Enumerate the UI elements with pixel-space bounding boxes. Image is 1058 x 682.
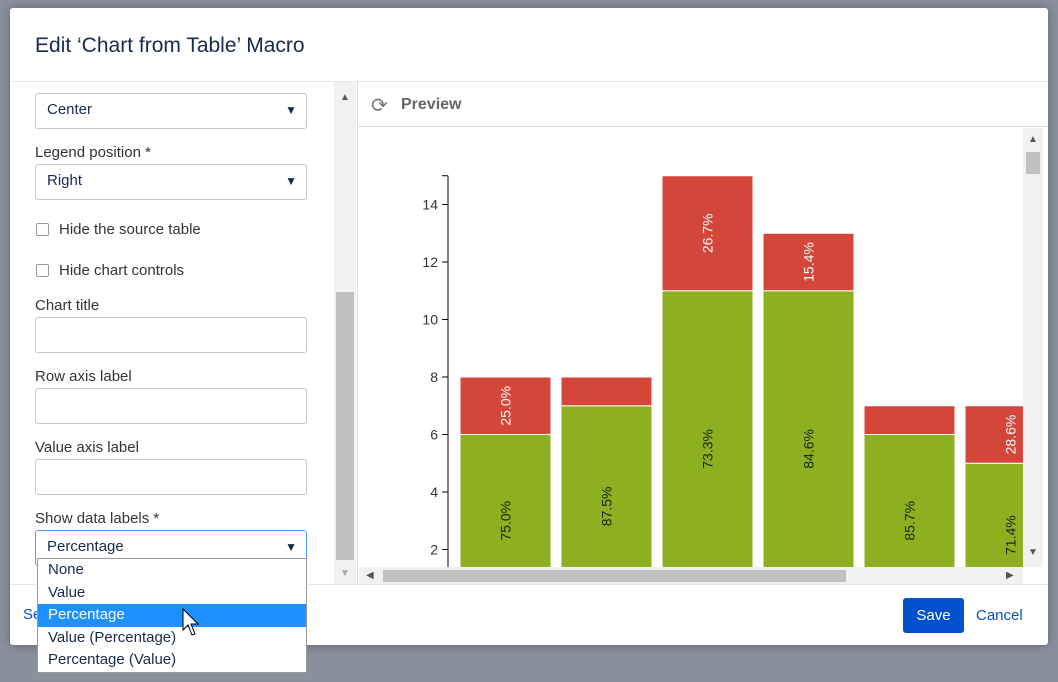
hide-source-checkbox[interactable] [36,223,49,236]
data-label: 15.4% [801,242,817,282]
dialog-title: Edit ‘Chart from Table’ Macro [35,34,305,57]
bar-segment [661,175,754,292]
bar-segment [459,376,552,435]
option-value[interactable]: Value [48,583,86,601]
option-percentage-value[interactable]: Percentage (Value) [48,651,177,669]
alignment-value: Center [47,101,93,118]
chart-vertical-scrollbar[interactable]: ▲ ▼ [1023,128,1043,567]
data-label: 85.7% [902,501,918,541]
chart-viewport: 2 4 6 8 10 12 14 75.0% 25.0% 87.5% 73.3% 26.7% 84.6%… [359,128,1023,567]
scroll-up-icon[interactable]: ▲ [340,92,350,103]
y-tick-label: 8 [430,369,438,385]
preview-title: Preview [401,96,462,113]
bar-segment [560,376,653,407]
data-label: 84.6% [801,429,817,469]
y-tick-label: 6 [430,427,438,443]
data-label: 26.7% [700,213,716,253]
data-label: 25.0% [498,386,514,426]
value-axis-label: Value axis label [35,439,139,456]
legend-position-select[interactable]: Right ▼ [35,164,307,200]
data-labels-label: Show data labels * [35,510,160,527]
data-label: 28.6% [1003,415,1019,455]
scroll-down-icon[interactable]: ▼ [340,568,350,579]
bar-segment [762,290,855,567]
divider [10,584,1048,585]
data-label: 87.5% [599,487,615,527]
data-label: 73.3% [700,429,716,469]
refresh-icon[interactable]: ⟳ [371,95,388,117]
scrollbar-thumb[interactable] [336,292,354,560]
y-tick-label: 10 [422,312,438,328]
y-tick-label: 4 [430,484,438,500]
chevron-down-icon: ▼ [285,174,297,188]
data-labels-dropdown: None Value Percentage Value (Percentage)… [37,558,307,673]
options-scrollbar[interactable]: ▲ ▼ [334,82,356,584]
option-none[interactable]: None [48,561,84,578]
hide-controls-label: Hide chart controls [59,262,185,279]
bar-segment [762,232,855,292]
legend-value: Right [47,172,83,189]
legend-position-label: Legend position * [35,144,151,161]
bar-segment [661,290,754,567]
data-label: 75.0% [498,501,514,541]
alignment-select[interactable]: Center ▼ [35,93,307,129]
y-tick-label: 2 [430,542,438,558]
bar-segment [964,405,1023,464]
scroll-left-icon[interactable]: ◀ [366,570,374,581]
hide-controls-checkbox[interactable] [36,264,49,277]
data-label: 71.4% [1003,515,1019,555]
chart-title-label: Chart title [35,297,100,314]
y-tick-label: 14 [422,197,438,213]
bar-segment [863,405,956,435]
chevron-down-icon: ▼ [285,540,297,554]
cancel-button[interactable]: Cancel [976,607,1023,624]
preview-header: ⟳ Preview [358,82,1048,127]
divider [10,81,1048,82]
chart-title-input[interactable] [35,317,307,353]
options-panel: Center ▼ Legend position * Right ▼ Hide th… [10,82,356,584]
chart-horizontal-scrollbar[interactable]: ◀ ▶ [359,567,1023,584]
hide-source-label: Hide the source table [59,221,201,238]
option-value-percentage[interactable]: Value (Percentage) [48,628,177,646]
row-axis-label: Row axis label [35,368,132,385]
option-percentage[interactable]: Percentage [38,604,306,627]
select-macro-link[interactable]: Select macro [23,606,37,623]
bar-segment [560,405,653,567]
value-axis-input[interactable] [35,459,307,495]
scroll-down-icon[interactable]: ▼ [1028,547,1038,558]
save-button[interactable]: Save [903,598,964,633]
bar-segment [964,462,1023,567]
bar-segment [863,434,956,567]
scroll-right-icon[interactable]: ▶ [1006,570,1014,581]
chevron-down-icon: ▼ [285,103,297,117]
scroll-up-icon[interactable]: ▲ [1028,134,1038,145]
preview-panel: ⟳ Preview 2 4 6 8 10 12 14 75.0% 25.0% 87.5% 73.3%… [357,82,1048,584]
scrollbar-thumb[interactable] [383,570,846,582]
bar-segment [459,434,552,567]
edit-macro-dialog: Edit ‘Chart from Table’ Macro Center ▼ Le… [10,8,1048,645]
mouse-cursor-icon [182,608,200,636]
y-tick-label: 12 [422,254,438,270]
data-labels-value: Percentage [47,538,124,555]
row-axis-input[interactable] [35,388,307,424]
bar-chart: 2 4 6 8 10 12 14 75.0% 25.0% 87.5% 73.3% 26.7% 84.6%… [422,175,1023,567]
scrollbar-thumb[interactable] [1026,152,1040,174]
